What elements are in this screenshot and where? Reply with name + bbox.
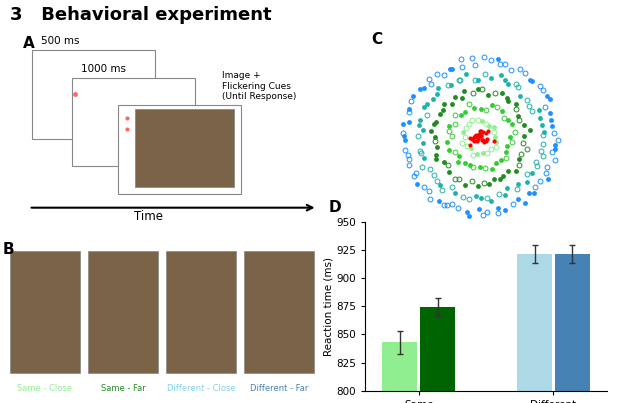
Text: Different - Close: Different - Close: [167, 384, 236, 393]
Bar: [118, 105, 241, 194]
Bar: [72, 78, 195, 166]
Y-axis label: Reaction time (ms): Reaction time (ms): [323, 257, 333, 356]
Bar: [555, 254, 590, 391]
Text: Different - Far: Different - Far: [250, 384, 308, 393]
Text: 1000 ms: 1000 ms: [81, 64, 126, 74]
Text: Same - Close: Same - Close: [17, 384, 72, 393]
Text: 500 ms: 500 ms: [41, 36, 79, 46]
Text: Time: Time: [134, 210, 163, 222]
Text: 3   Behavioral experiment: 3 Behavioral experiment: [10, 6, 271, 24]
Bar: [166, 251, 236, 373]
Text: A: A: [22, 36, 35, 51]
Bar: [88, 251, 158, 373]
Text: D: D: [329, 200, 342, 215]
Text: C: C: [371, 32, 382, 47]
Text: Same - Far: Same - Far: [100, 384, 145, 393]
Text: Image +
Flickering Cues
(Until Response): Image + Flickering Cues (Until Response): [222, 71, 296, 101]
Bar: [382, 343, 417, 391]
Bar: [10, 251, 79, 373]
Text: B: B: [3, 242, 15, 257]
Text: 1 deg: 1 deg: [541, 237, 571, 247]
Bar: [420, 307, 455, 391]
Bar: [32, 50, 155, 139]
Bar: [517, 254, 552, 391]
Bar: [244, 251, 314, 373]
Bar: [134, 109, 234, 187]
